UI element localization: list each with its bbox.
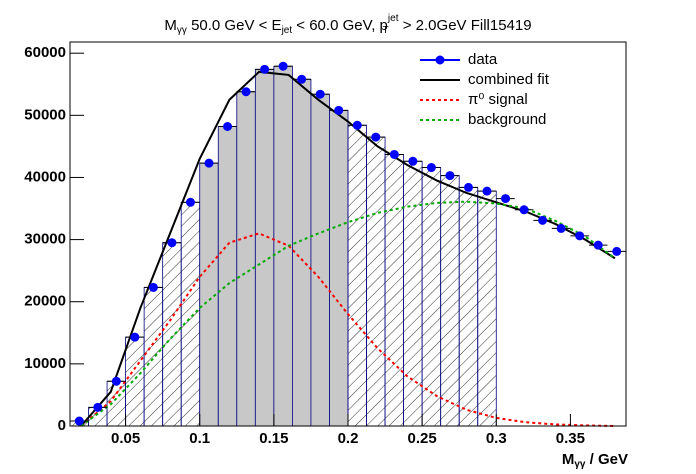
histogram-bar <box>162 242 182 427</box>
data-point <box>111 376 121 386</box>
data-point <box>612 246 622 256</box>
data-point <box>167 238 177 248</box>
histogram-bar <box>366 136 386 427</box>
data-point <box>278 61 288 71</box>
x-tick-label: 0.25 <box>408 430 437 447</box>
data-point <box>408 156 418 166</box>
title-part: jet <box>281 25 293 36</box>
x-label-part: γγ <box>574 459 586 470</box>
histogram-bar <box>291 78 312 427</box>
histogram-bar <box>106 380 126 427</box>
histogram-bar <box>217 126 238 427</box>
histogram-bar <box>236 91 256 427</box>
x-tick-label: 0.1 <box>189 430 210 447</box>
x-tick-label: 0.15 <box>259 430 288 447</box>
data-point <box>93 402 103 412</box>
y-tick-label: 50000 <box>24 106 66 123</box>
chart-title: Mγγ 50.0 GeV < Ejet < 60.0 GeV, pjet T > … <box>164 13 531 36</box>
data-point <box>334 105 344 115</box>
y-tick-label: 40000 <box>24 168 66 185</box>
data-point <box>260 64 270 74</box>
histogram-bar <box>477 190 497 427</box>
data-point <box>538 215 548 225</box>
x-label-part: M <box>562 451 575 468</box>
legend-label: data <box>468 51 498 68</box>
data-point <box>185 197 195 207</box>
title-part: > 2.0GeV Fill15419 <box>399 17 532 34</box>
histogram-bar <box>347 124 367 427</box>
data-point <box>315 89 325 99</box>
histogram-bar <box>310 93 330 427</box>
title-part: γγ <box>177 25 187 36</box>
data-point <box>463 182 473 192</box>
histogram-bar <box>180 201 201 427</box>
title-part: jet <box>387 13 399 24</box>
histogram-bar <box>403 160 423 427</box>
data-point <box>371 132 381 142</box>
histogram-bar <box>254 68 275 427</box>
histogram-bar <box>421 167 442 427</box>
x-tick-label: 0.2 <box>338 430 359 447</box>
x-tick-label: 0.05 <box>111 430 140 447</box>
data-point <box>297 74 307 84</box>
histogram-bar <box>440 175 460 427</box>
y-tick-label: 30000 <box>24 231 66 248</box>
histogram-bar <box>329 109 349 427</box>
y-tick-label: 60000 <box>24 44 66 61</box>
y-tick-label: 0 <box>58 417 66 434</box>
data-point <box>223 122 233 132</box>
data-point <box>575 231 585 241</box>
data-point <box>74 416 84 426</box>
x-tick-label: 0.35 <box>556 430 585 447</box>
x-axis-label: Mγγ / GeV <box>562 451 628 470</box>
data-point <box>593 240 603 250</box>
data-point <box>426 163 436 173</box>
title-part: M <box>164 17 177 34</box>
data-point <box>241 87 251 97</box>
data-point <box>482 186 492 196</box>
y-tick-label: 20000 <box>24 293 66 310</box>
histogram-bar <box>125 336 145 427</box>
title-part: 50.0 GeV < E <box>187 17 282 34</box>
data-point <box>148 282 158 292</box>
legend-label: π⁰ signal <box>468 91 528 108</box>
histogram-bar <box>143 287 164 427</box>
x-label-part: / GeV <box>585 451 628 468</box>
data-point <box>556 223 566 233</box>
data-point <box>519 205 529 215</box>
legend-marker <box>435 55 445 65</box>
y-tick-label: 10000 <box>24 355 66 372</box>
histogram-bar <box>458 186 479 427</box>
data-point <box>204 158 214 168</box>
title-part: < 60.0 GeV, p <box>292 17 388 34</box>
legend-label: background <box>468 111 546 128</box>
data-point <box>501 194 511 204</box>
legend-label: combined fit <box>468 71 550 88</box>
data-point <box>389 149 399 159</box>
histogram-bar <box>384 154 405 427</box>
title-part: T <box>382 25 388 36</box>
fit-curve <box>80 232 615 427</box>
data-point <box>352 120 362 130</box>
data-point <box>130 332 140 342</box>
x-tick-label: 0.3 <box>486 430 507 447</box>
data-point <box>445 171 455 181</box>
